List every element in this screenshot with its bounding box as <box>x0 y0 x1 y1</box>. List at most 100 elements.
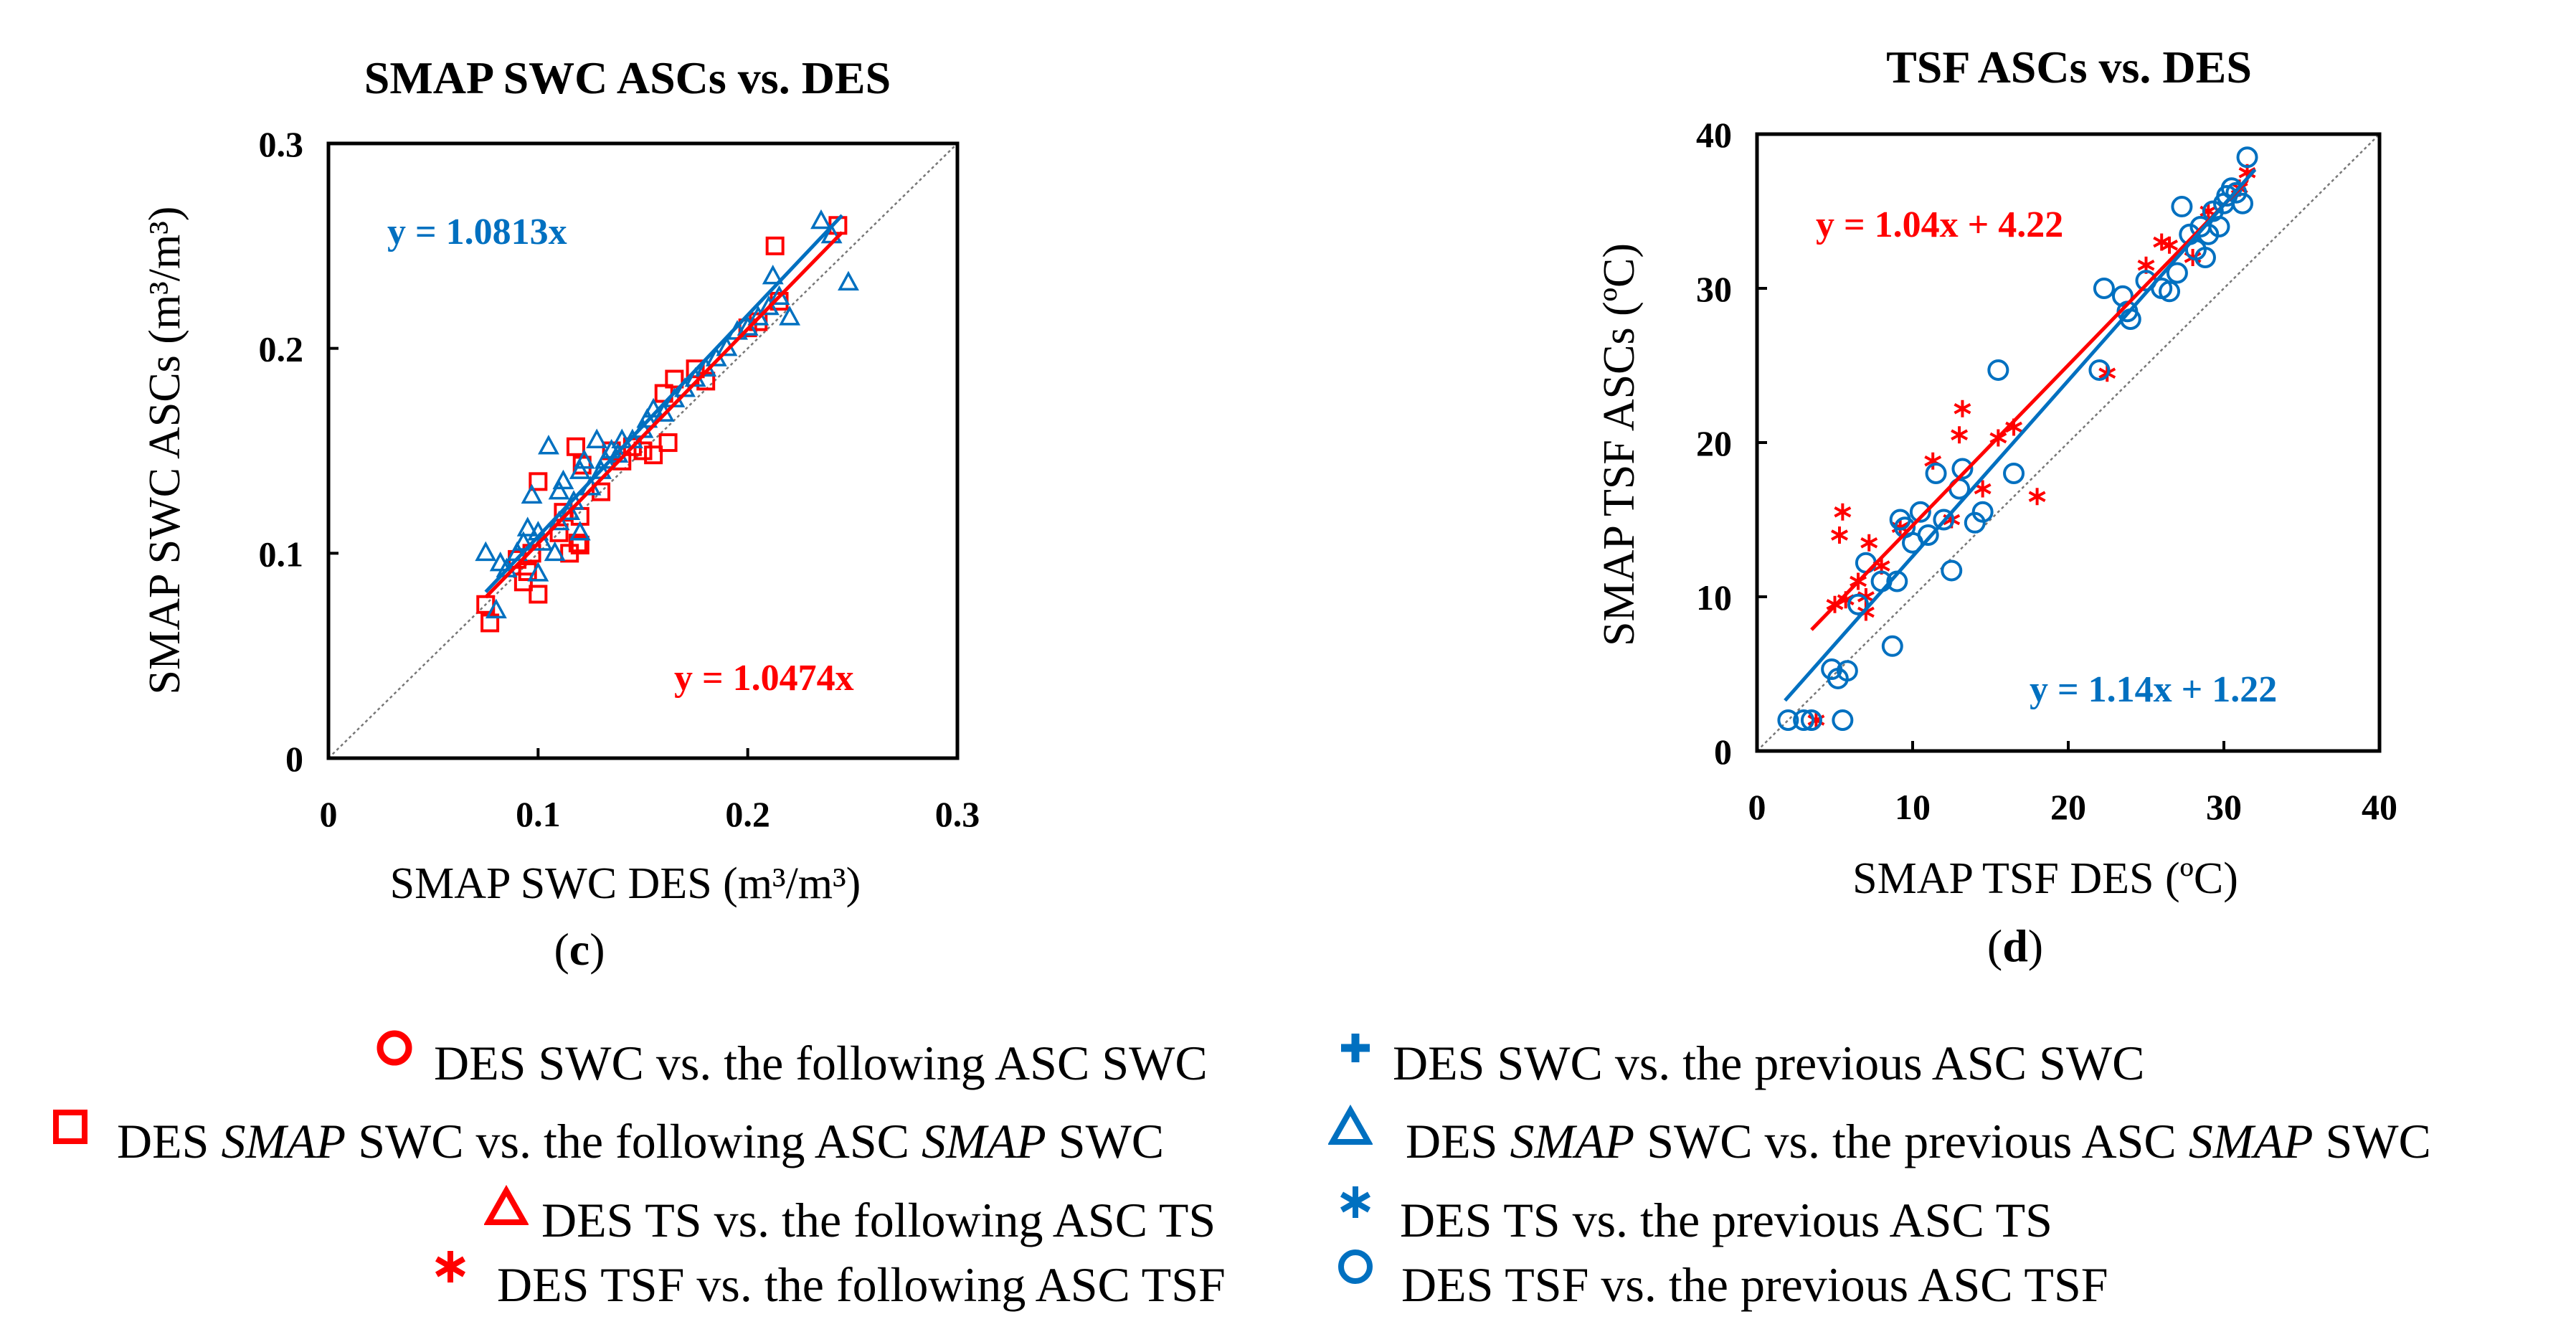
data-point <box>2093 278 2115 299</box>
data-point <box>586 428 608 448</box>
fit-line <box>484 214 844 594</box>
chart-title: TSF ASCs vs. DES <box>1886 42 2252 93</box>
data-point <box>2088 359 2111 381</box>
data-point <box>485 598 507 619</box>
data-point <box>644 445 663 465</box>
data-point <box>2208 216 2230 237</box>
data-point <box>549 523 569 542</box>
data-point <box>2159 280 2181 303</box>
data-point <box>2111 285 2134 307</box>
legend-label-7: DES TSF vs. the following ASC TSF <box>497 1257 1226 1312</box>
data-point <box>1971 501 1994 523</box>
panel-label: (d) <box>1987 920 2043 971</box>
data-point <box>475 541 497 562</box>
data-point <box>544 541 566 562</box>
chart-title: SMAP SWC ASCs vs. DES <box>364 52 891 103</box>
legend-label-6: DES TS vs. the previous ASC TS <box>1400 1193 2052 1247</box>
data-point <box>2003 463 2025 484</box>
data-point <box>569 521 591 541</box>
data-point <box>566 437 585 456</box>
series-0 <box>476 216 848 633</box>
x-tick-label: 0.3 <box>935 794 980 834</box>
data-point <box>1917 524 1939 546</box>
legend-marker-asterisk-blue <box>1340 1186 1371 1218</box>
fit-line <box>1810 179 2249 631</box>
legend-marker-asterisk-red <box>435 1251 466 1282</box>
x-tick-label: 0.2 <box>725 794 770 834</box>
data-point <box>1777 709 1799 731</box>
data-point <box>559 500 581 520</box>
y-tick-label: 0.2 <box>259 329 304 369</box>
legend-label-1: DES SWC vs. the following ASC SWC <box>434 1036 1208 1090</box>
data-point <box>529 585 548 604</box>
data-point <box>762 265 784 285</box>
legend-marker-circle-blue <box>1338 1249 1373 1284</box>
legend-marker-triangle-blue <box>1328 1105 1373 1145</box>
x-tick-label: 0 <box>1748 787 1766 827</box>
data-point <box>1925 463 1947 484</box>
data-point <box>521 483 543 504</box>
x-tick-label: 30 <box>2206 787 2242 827</box>
data-point <box>516 516 539 537</box>
y-axis-label: SMAP TSF ASCs (ºC) <box>1595 243 1644 646</box>
x-tick-label: 10 <box>1895 787 1931 827</box>
legend-label-8: DES TSF vs. the previous ASC TSF <box>1401 1257 2108 1312</box>
x-axis-label: SMAP SWC DES (m³/m³) <box>390 859 861 908</box>
fit-equation: y = 1.04x + 4.22 <box>1816 204 2063 245</box>
data-point <box>838 270 859 291</box>
data-point <box>686 359 705 379</box>
data-point <box>765 236 785 255</box>
data-point <box>538 435 559 455</box>
y-tick-label: 40 <box>1696 115 1732 155</box>
data-point <box>1951 458 1974 480</box>
data-point <box>529 472 548 491</box>
fit-line <box>484 231 844 599</box>
y-tick-label: 0.1 <box>259 534 304 574</box>
data-point <box>658 433 678 453</box>
legend-label-5: DES TS vs. the following ASC TS <box>541 1193 1216 1247</box>
fit-equation: y = 1.14x + 1.22 <box>2030 669 2277 710</box>
data-point <box>1832 709 1854 731</box>
data-point <box>2028 488 2046 506</box>
data-point <box>1951 426 1969 444</box>
legend-label-2: DES SWC vs. the previous ASC SWC <box>1393 1036 2145 1090</box>
data-point <box>1909 501 1931 523</box>
legend-marker-square-red <box>53 1110 87 1144</box>
data-point <box>513 572 533 592</box>
data-point <box>2161 236 2179 254</box>
data-point <box>568 534 587 553</box>
data-point <box>779 306 801 326</box>
data-point <box>1834 503 1852 521</box>
plot-frame <box>326 141 960 760</box>
data-point <box>552 469 574 490</box>
data-point <box>1860 534 1878 552</box>
x-axis-label: SMAP TSF DES (ºC) <box>1852 854 2238 903</box>
data-point <box>2225 181 2248 204</box>
data-point <box>1974 480 1992 498</box>
data-point <box>1941 559 1963 582</box>
data-point <box>768 285 790 305</box>
data-point <box>1987 359 2009 381</box>
fit-line <box>1784 168 2257 702</box>
panel-label: (c) <box>554 924 605 975</box>
x-tick-label: 0 <box>320 794 338 834</box>
chart-d: TSF ASCs vs. DES 0 10 20 30 40 0 10 20 30 40 y = 1.… <box>1595 42 2397 971</box>
data-point <box>1847 593 1870 615</box>
legend-marker-circle-red <box>377 1030 412 1066</box>
data-point <box>2171 196 2193 218</box>
data-point <box>1831 526 1848 544</box>
data-point <box>1881 635 1903 657</box>
fit-equation: y = 1.0474x <box>674 658 854 699</box>
y-tick-label: 0 <box>1714 732 1732 772</box>
data-point <box>810 209 832 230</box>
data-point <box>2194 247 2216 268</box>
data-point <box>527 562 549 582</box>
data-point <box>569 459 591 479</box>
plot-frame <box>1755 132 2382 753</box>
series-0 <box>1807 164 2256 729</box>
data-point <box>1836 660 1858 682</box>
data-point <box>757 295 780 316</box>
data-point <box>665 369 684 389</box>
y-tick-label: 10 <box>1696 577 1732 618</box>
